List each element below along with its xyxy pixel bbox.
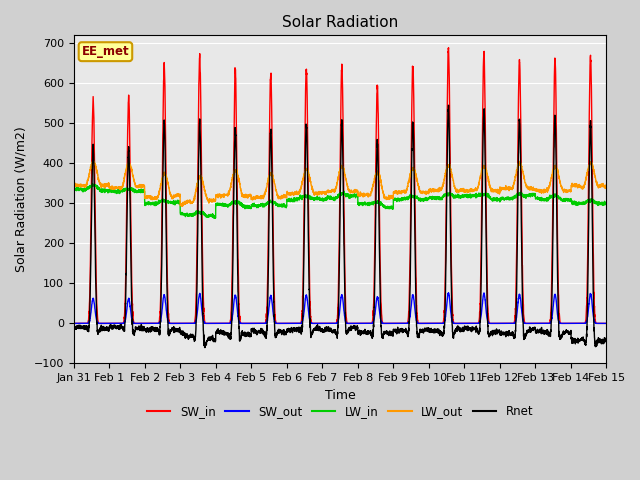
SW_out	[603, 321, 611, 326]
LW_out	[70, 184, 77, 190]
Rnet	[460, 326, 467, 332]
LW_out	[321, 189, 328, 195]
LW_out	[430, 187, 438, 193]
SW_out	[70, 321, 77, 326]
Line: LW_out: LW_out	[74, 160, 607, 206]
SW_in	[603, 321, 611, 326]
SW_out	[602, 321, 610, 326]
Text: EE_met: EE_met	[82, 45, 129, 58]
LW_out	[89, 157, 97, 163]
Rnet	[70, 323, 77, 328]
LW_out	[166, 189, 173, 194]
SW_out	[490, 321, 497, 326]
SW_out	[320, 321, 328, 326]
LW_out	[460, 187, 467, 193]
LW_in	[602, 200, 610, 206]
SW_in	[166, 320, 173, 325]
SW_in	[70, 321, 77, 326]
Y-axis label: Solar Radiation (W/m2): Solar Radiation (W/m2)	[15, 127, 28, 272]
LW_in	[460, 192, 467, 198]
Rnet	[445, 102, 452, 108]
SW_in	[460, 321, 467, 326]
LW_out	[602, 184, 610, 190]
SW_out	[166, 320, 173, 326]
Rnet	[602, 336, 610, 342]
LW_out	[490, 189, 497, 195]
SW_in	[445, 45, 452, 50]
Legend: SW_in, SW_out, LW_in, LW_out, Rnet: SW_in, SW_out, LW_in, LW_out, Rnet	[142, 401, 538, 423]
SW_out	[430, 321, 438, 326]
LW_out	[179, 203, 186, 209]
SW_out	[445, 290, 452, 296]
X-axis label: Time: Time	[324, 389, 355, 402]
Line: LW_in: LW_in	[74, 184, 607, 218]
SW_in	[490, 321, 497, 326]
Rnet	[320, 328, 328, 334]
LW_in	[212, 215, 220, 221]
Title: Solar Radiation: Solar Radiation	[282, 15, 398, 30]
LW_in	[70, 186, 77, 192]
Rnet	[166, 332, 173, 338]
Rnet	[201, 345, 209, 350]
LW_in	[88, 181, 96, 187]
LW_out	[603, 183, 611, 189]
Rnet	[490, 329, 497, 335]
SW_out	[460, 321, 467, 326]
Line: SW_out: SW_out	[74, 293, 607, 324]
Rnet	[603, 339, 611, 345]
Line: SW_in: SW_in	[74, 48, 607, 324]
LW_in	[603, 202, 611, 208]
SW_in	[602, 321, 610, 326]
Rnet	[430, 328, 438, 334]
LW_in	[321, 196, 328, 202]
SW_in	[430, 321, 438, 326]
LW_in	[490, 198, 497, 204]
LW_in	[430, 195, 438, 201]
Line: Rnet: Rnet	[74, 105, 607, 348]
SW_in	[320, 321, 328, 326]
LW_in	[166, 199, 173, 205]
